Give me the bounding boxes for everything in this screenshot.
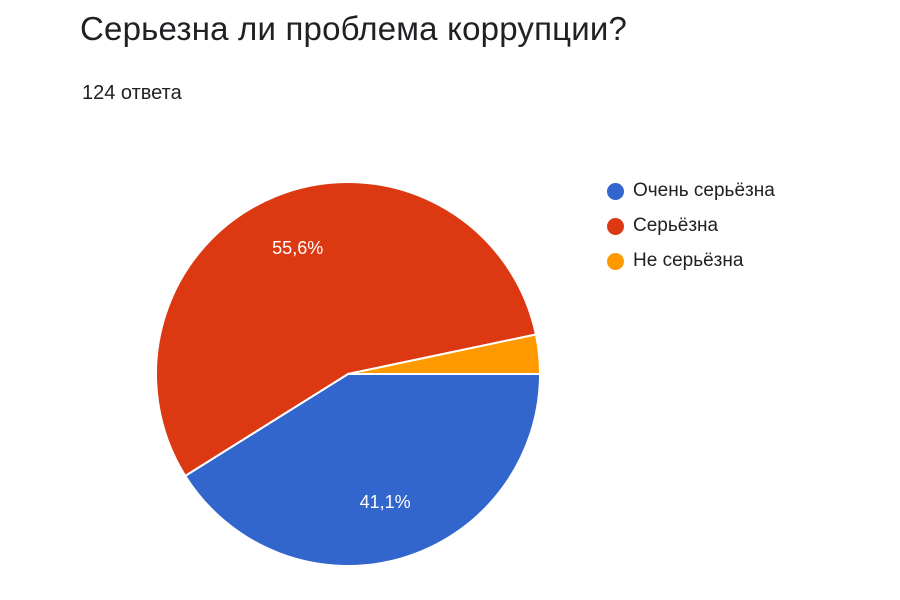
legend-item[interactable]: Не серьёзна [607, 250, 775, 272]
legend-item[interactable]: Серьёзна [607, 215, 775, 237]
legend-label: Не серьёзна [633, 250, 744, 271]
slice-data-label: 55,6% [272, 238, 323, 258]
legend-label: Серьёзна [633, 215, 719, 236]
legend-item[interactable]: Очень серьёзна [607, 180, 775, 202]
legend-marker [607, 182, 624, 200]
pie-slice[interactable] [155, 181, 538, 478]
slice-data-label: 41,1% [360, 492, 411, 512]
legend-marker [607, 217, 624, 235]
pie-slice[interactable] [347, 333, 542, 375]
chart-title: Серьезна ли проблема коррупции? [80, 10, 628, 47]
legend-label: Очень серьёзна [633, 180, 775, 201]
response-count: 124 ответа [82, 82, 182, 104]
legend-marker [607, 252, 624, 270]
pie-slice[interactable] [183, 373, 542, 567]
legend: Очень серьёзна Серьёзна Не серьёзна [607, 180, 775, 285]
